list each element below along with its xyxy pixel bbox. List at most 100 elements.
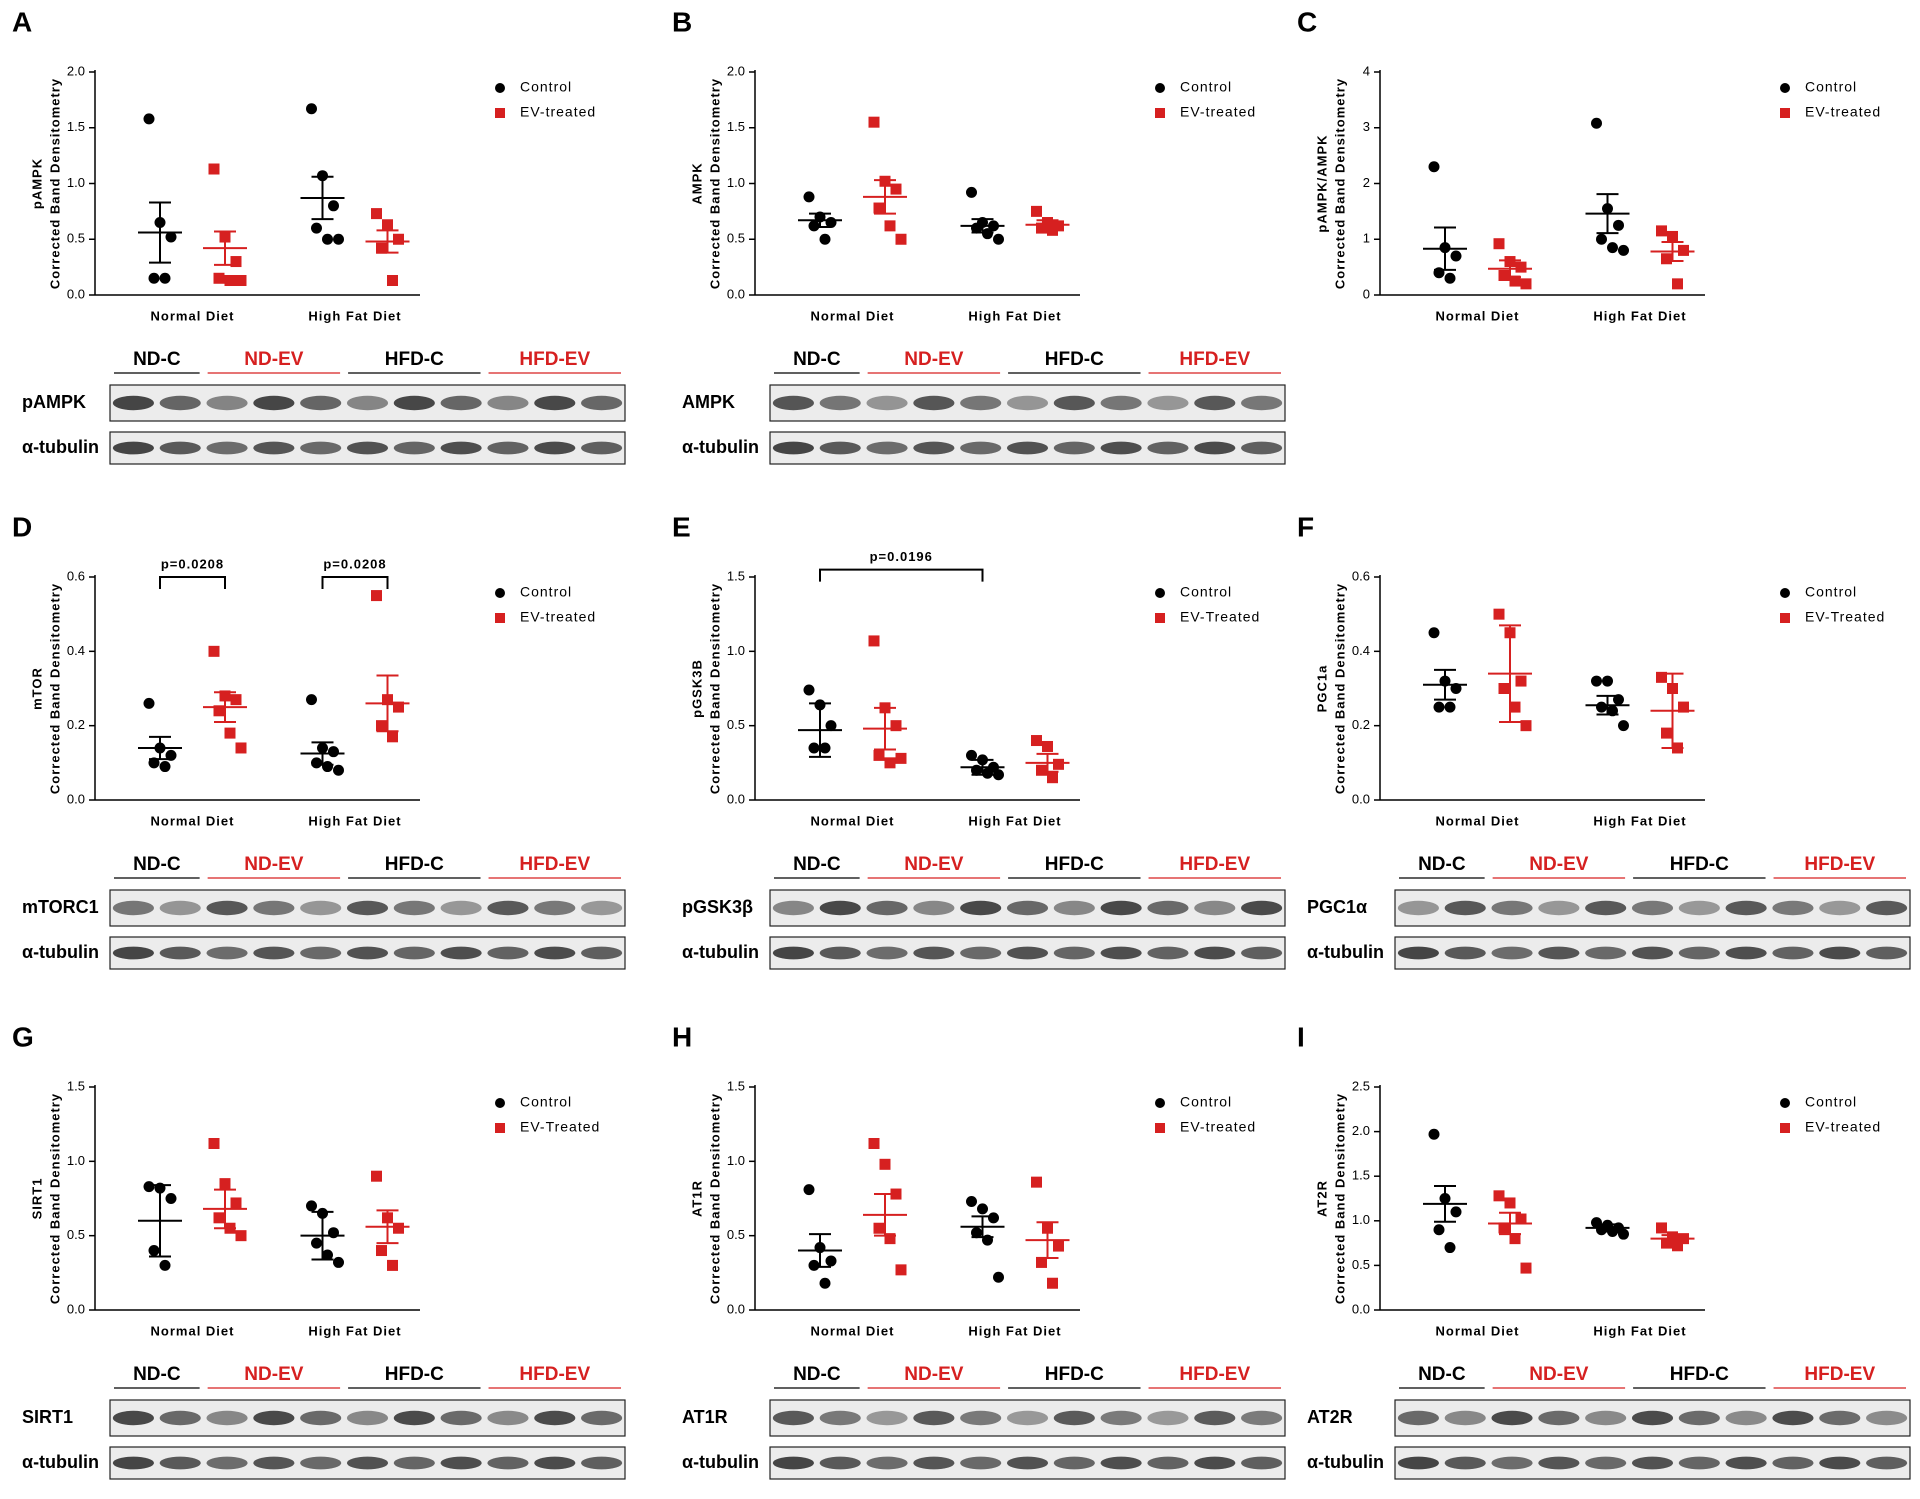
blot-band bbox=[346, 946, 389, 960]
y-axis-label: pAMPK/AMPK bbox=[1314, 134, 1329, 232]
blot-row-label: AMPK bbox=[682, 392, 735, 412]
data-point bbox=[1428, 627, 1440, 639]
data-point bbox=[1433, 1224, 1445, 1236]
legend-marker bbox=[1155, 588, 1165, 598]
blot-band bbox=[300, 395, 342, 411]
blot-band bbox=[393, 1456, 435, 1470]
legend-label: EV-treated bbox=[1805, 1119, 1881, 1135]
data-point bbox=[890, 720, 902, 732]
blot-band bbox=[346, 1456, 389, 1470]
y-axis-label: Corrected Band Densitometry bbox=[47, 78, 62, 289]
blot-group-label: ND-EV bbox=[244, 854, 303, 875]
data-point bbox=[803, 1184, 815, 1196]
y-tick-label: 0.5 bbox=[727, 1227, 745, 1242]
data-point bbox=[1596, 701, 1607, 713]
legend-label: EV-treated bbox=[1180, 1119, 1256, 1135]
blot-band bbox=[1819, 900, 1861, 916]
data-point bbox=[387, 731, 398, 743]
blot-band bbox=[772, 1456, 815, 1470]
blot-group-label: HFD-EV bbox=[1804, 854, 1875, 875]
data-point bbox=[803, 191, 815, 203]
data-point bbox=[224, 727, 236, 739]
blot-band bbox=[159, 946, 201, 960]
data-point bbox=[1444, 701, 1456, 713]
data-point bbox=[1661, 253, 1672, 265]
y-axis-label: mTOR bbox=[29, 667, 44, 710]
data-point bbox=[808, 742, 820, 754]
blot-band bbox=[1053, 1410, 1095, 1426]
blot-band bbox=[1444, 1456, 1486, 1470]
data-point bbox=[333, 764, 344, 776]
blot-band bbox=[1725, 946, 1767, 960]
blot-band bbox=[393, 441, 435, 455]
panel-letter: F bbox=[1297, 511, 1314, 542]
blot-band bbox=[866, 395, 908, 411]
x-tick-label: High Fat Diet bbox=[1593, 813, 1686, 828]
data-point bbox=[1602, 675, 1613, 687]
x-tick-label: High Fat Diet bbox=[1593, 308, 1686, 323]
data-point bbox=[143, 1181, 155, 1193]
blot-band bbox=[580, 395, 623, 411]
x-tick-label: High Fat Diet bbox=[968, 1323, 1061, 1338]
blot-band bbox=[1147, 441, 1189, 455]
data-point bbox=[235, 742, 247, 754]
y-tick-label: 2.5 bbox=[1352, 1078, 1370, 1093]
blot-band bbox=[1631, 900, 1674, 916]
blot-group-label: ND-C bbox=[793, 854, 841, 875]
blot-band bbox=[1631, 1456, 1674, 1470]
panel-letter: C bbox=[1297, 6, 1317, 37]
data-point bbox=[1667, 230, 1678, 242]
blot-row-label: SIRT1 bbox=[22, 1407, 73, 1427]
x-tick-label: Normal Diet bbox=[811, 308, 895, 323]
data-point bbox=[1515, 1213, 1527, 1225]
blot-band bbox=[300, 1456, 342, 1470]
data-point bbox=[1031, 205, 1042, 217]
data-point bbox=[993, 769, 1004, 781]
data-point bbox=[988, 1212, 999, 1224]
blot-group-label: HFD-C bbox=[1670, 1364, 1729, 1385]
data-point bbox=[311, 1237, 322, 1249]
y-axis-label: SIRT1 bbox=[29, 1178, 44, 1220]
blot-band bbox=[1585, 1456, 1627, 1470]
data-point bbox=[1678, 701, 1689, 713]
legend-marker bbox=[1780, 588, 1790, 598]
legend-marker bbox=[1155, 83, 1165, 93]
blot-band bbox=[487, 395, 529, 411]
blot-group-label: HFD-EV bbox=[1179, 349, 1250, 370]
blot-band bbox=[580, 1456, 623, 1470]
blot-band bbox=[1006, 900, 1049, 916]
data-point bbox=[890, 183, 902, 195]
legend-label: EV-treated bbox=[520, 104, 596, 120]
blot-band bbox=[206, 946, 248, 960]
blot-band bbox=[159, 395, 201, 411]
legend-marker bbox=[1155, 108, 1165, 118]
data-point bbox=[971, 1227, 982, 1239]
blot-band bbox=[1585, 946, 1627, 960]
blot-band bbox=[393, 946, 435, 960]
y-tick-label: 1.0 bbox=[727, 643, 745, 658]
blot-group-label: HFD-C bbox=[1045, 854, 1104, 875]
blot-band bbox=[487, 900, 529, 916]
x-tick-label: Normal Diet bbox=[811, 813, 895, 828]
blot-band bbox=[487, 1456, 529, 1470]
blot-band bbox=[440, 946, 482, 960]
blot-band bbox=[253, 900, 295, 916]
data-point bbox=[1520, 720, 1532, 732]
data-point bbox=[1428, 1128, 1440, 1140]
blot-band bbox=[913, 900, 955, 916]
data-point bbox=[230, 1197, 242, 1209]
legend-label: Control bbox=[1805, 79, 1857, 95]
blot-band bbox=[580, 946, 623, 960]
data-point bbox=[1613, 219, 1624, 231]
blot-band bbox=[1194, 1410, 1236, 1426]
blot-band bbox=[819, 1456, 861, 1470]
y-tick-label: 0.0 bbox=[727, 286, 745, 301]
panel-letter: D bbox=[12, 511, 32, 542]
blot-band bbox=[1397, 1456, 1440, 1470]
y-tick-label: 1.0 bbox=[727, 1153, 745, 1168]
blot-group-label: HFD-EV bbox=[519, 854, 590, 875]
blot-band bbox=[440, 395, 482, 411]
legend-label: EV-treated bbox=[1805, 104, 1881, 120]
y-tick-label: 1.0 bbox=[727, 175, 745, 190]
data-point bbox=[1450, 1206, 1462, 1218]
